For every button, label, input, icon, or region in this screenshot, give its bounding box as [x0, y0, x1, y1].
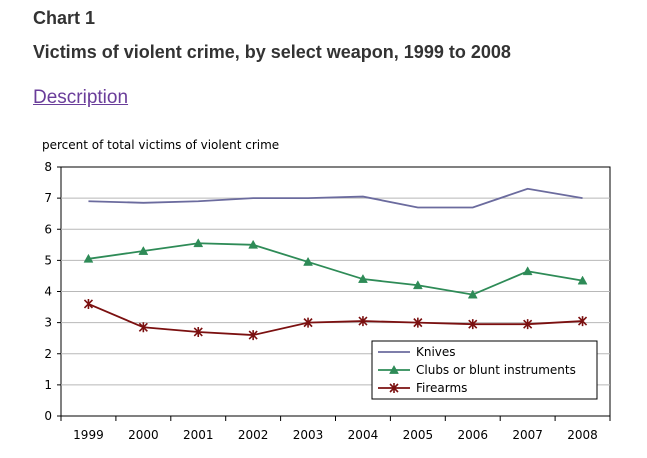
legend-label: Knives: [416, 345, 456, 359]
legend: Knives Clubs or blunt instruments Firearms: [371, 340, 598, 400]
data-point: [83, 298, 94, 309]
x-axis-ticks: 1999 2000 2001 2002 2003 2004 2005 2006 2007 2008: [60, 416, 611, 442]
data-point: [468, 319, 478, 330]
data-point: [303, 317, 313, 328]
data-point: [577, 316, 588, 327]
x-tick-label: 2008: [567, 428, 598, 442]
y-tick-label: 0: [44, 409, 52, 423]
data-point: [523, 319, 533, 330]
data-point: [138, 322, 148, 333]
data-point: [413, 317, 423, 328]
series-line: [88, 187, 583, 209]
series-firearms: [83, 298, 588, 341]
x-tick-label: 2005: [403, 428, 434, 442]
data-point: [138, 246, 149, 255]
x-tick-label: 2000: [128, 428, 159, 442]
x-tick-label: 2007: [512, 428, 543, 442]
y-tick-label: 4: [44, 285, 52, 299]
data-point: [522, 266, 533, 276]
y-tick-label: 1: [44, 378, 52, 392]
data-point: [577, 275, 588, 285]
data-point: [248, 330, 258, 341]
legend-label: Firearms: [416, 381, 467, 395]
series-line: [88, 242, 583, 296]
y-axis-label: percent of total victims of violent crim…: [42, 138, 279, 152]
data-point: [248, 239, 259, 249]
legend-marker: [389, 383, 399, 393]
data-point: [83, 253, 94, 263]
y-tick-label: 5: [44, 253, 52, 267]
y-tick-label: 3: [44, 316, 52, 330]
y-tick-label: 6: [44, 222, 52, 236]
description-link[interactable]: Description: [33, 87, 129, 108]
series-knives: [88, 187, 583, 209]
x-tick-label: 2001: [183, 428, 214, 442]
data-point: [193, 326, 203, 337]
x-tick-label: 2002: [238, 428, 269, 442]
legend-label: Clubs or blunt instruments: [416, 363, 576, 377]
data-point: [358, 274, 368, 283]
data-point: [303, 256, 313, 266]
series-clubs-or-blunt-instruments: [83, 238, 588, 299]
x-tick-label: 1999: [73, 428, 104, 442]
chart-title: Victims of violent crime, by select weap…: [33, 42, 511, 62]
data-point: [467, 289, 478, 299]
chart-number: Chart 1: [33, 8, 96, 28]
y-tick-label: 8: [44, 160, 52, 174]
x-tick-label: 2006: [457, 428, 488, 442]
series-group: [83, 187, 588, 341]
data-point: [412, 280, 423, 290]
data-point: [358, 316, 368, 327]
legend-marker: [389, 364, 399, 374]
series-line: [88, 303, 583, 336]
y-tick-label: 7: [44, 191, 52, 205]
x-tick-label: 2004: [348, 428, 379, 442]
data-point: [193, 238, 204, 248]
y-axis-ticks: 0 1 2 3 4 5 6 7 8: [44, 160, 61, 423]
x-tick-label: 2003: [293, 428, 324, 442]
y-tick-label: 2: [44, 347, 52, 361]
